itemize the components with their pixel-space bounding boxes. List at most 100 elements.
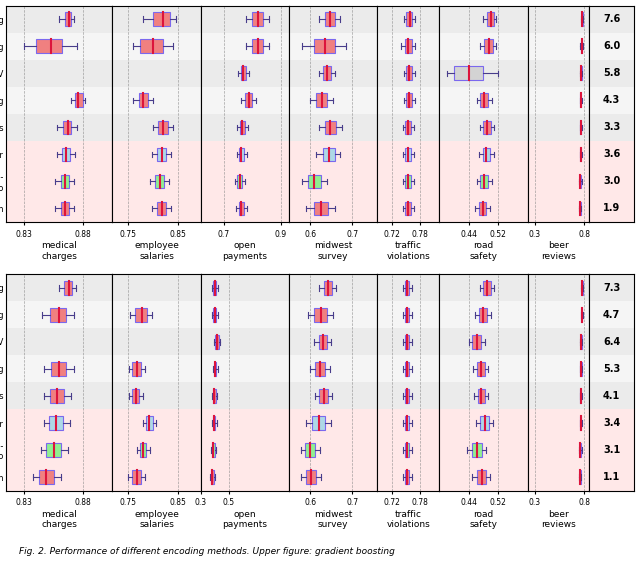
FancyBboxPatch shape <box>315 362 325 376</box>
Bar <box>527 195 589 222</box>
FancyBboxPatch shape <box>405 443 410 457</box>
FancyBboxPatch shape <box>481 416 490 430</box>
FancyBboxPatch shape <box>581 40 582 53</box>
FancyBboxPatch shape <box>477 362 484 376</box>
X-axis label: employee
salaries: employee salaries <box>134 510 179 529</box>
X-axis label: traffic
violations: traffic violations <box>387 510 430 529</box>
FancyBboxPatch shape <box>580 443 581 457</box>
FancyBboxPatch shape <box>406 174 411 188</box>
Bar <box>113 60 201 87</box>
Bar <box>113 275 201 301</box>
FancyBboxPatch shape <box>50 308 67 321</box>
Bar <box>378 195 439 222</box>
FancyBboxPatch shape <box>580 93 582 107</box>
FancyBboxPatch shape <box>580 148 581 161</box>
FancyBboxPatch shape <box>319 335 327 349</box>
Bar <box>439 355 527 383</box>
Text: 4.7: 4.7 <box>603 310 620 320</box>
Bar <box>439 275 527 301</box>
Bar <box>201 6 289 33</box>
Bar <box>6 195 113 222</box>
FancyBboxPatch shape <box>405 416 410 430</box>
Bar <box>378 6 439 33</box>
Text: 1.9: 1.9 <box>603 203 620 213</box>
FancyBboxPatch shape <box>405 362 410 376</box>
Bar <box>6 355 113 383</box>
FancyBboxPatch shape <box>325 121 336 134</box>
FancyBboxPatch shape <box>325 12 335 26</box>
Bar <box>589 6 634 33</box>
Bar <box>527 301 589 328</box>
X-axis label: road
safety: road safety <box>469 241 497 261</box>
Bar <box>6 6 113 33</box>
Bar <box>439 60 527 87</box>
Bar <box>378 87 439 114</box>
Bar <box>378 301 439 328</box>
Bar <box>201 355 289 383</box>
FancyBboxPatch shape <box>140 443 146 457</box>
Bar <box>113 114 201 141</box>
Bar <box>201 114 289 141</box>
Text: 7.6: 7.6 <box>603 14 620 24</box>
X-axis label: medical
charges: medical charges <box>42 510 77 529</box>
Bar <box>289 275 378 301</box>
Bar <box>527 60 589 87</box>
Bar <box>289 60 378 87</box>
Bar <box>6 301 113 328</box>
Bar <box>378 355 439 383</box>
FancyBboxPatch shape <box>308 174 321 188</box>
FancyBboxPatch shape <box>50 389 64 403</box>
Bar <box>378 383 439 409</box>
Bar <box>589 87 634 114</box>
FancyBboxPatch shape <box>239 148 244 161</box>
Bar <box>289 33 378 60</box>
FancyBboxPatch shape <box>479 201 486 215</box>
Bar <box>6 87 113 114</box>
FancyBboxPatch shape <box>477 470 486 484</box>
Bar <box>527 328 589 355</box>
Bar <box>6 383 113 409</box>
Bar <box>527 275 589 301</box>
Bar <box>378 141 439 168</box>
Bar <box>289 436 378 464</box>
Bar <box>378 60 439 87</box>
FancyBboxPatch shape <box>146 416 153 430</box>
FancyBboxPatch shape <box>319 389 328 403</box>
FancyBboxPatch shape <box>47 443 61 457</box>
Bar <box>378 409 439 436</box>
Bar <box>6 114 113 141</box>
X-axis label: traffic
violations: traffic violations <box>387 241 430 261</box>
Text: 6.4: 6.4 <box>603 337 620 347</box>
FancyBboxPatch shape <box>132 362 141 376</box>
FancyBboxPatch shape <box>216 335 219 349</box>
Text: Fig. 2. Performance of different encoding methods. Upper figure: gradient boosti: Fig. 2. Performance of different encodin… <box>19 547 395 555</box>
Text: 5.3: 5.3 <box>603 364 620 374</box>
FancyBboxPatch shape <box>213 281 216 295</box>
Bar <box>113 383 201 409</box>
FancyBboxPatch shape <box>252 12 264 26</box>
FancyBboxPatch shape <box>405 335 410 349</box>
X-axis label: open
payments: open payments <box>223 241 268 261</box>
FancyBboxPatch shape <box>241 66 246 80</box>
FancyBboxPatch shape <box>245 93 252 107</box>
FancyBboxPatch shape <box>40 470 54 484</box>
Bar <box>201 141 289 168</box>
FancyBboxPatch shape <box>49 416 63 430</box>
FancyBboxPatch shape <box>406 12 412 26</box>
FancyBboxPatch shape <box>406 93 412 107</box>
X-axis label: beer
reviews: beer reviews <box>541 510 576 529</box>
FancyBboxPatch shape <box>477 389 484 403</box>
X-axis label: open
payments: open payments <box>223 510 268 529</box>
FancyBboxPatch shape <box>580 201 581 215</box>
Bar <box>527 168 589 195</box>
Bar <box>289 87 378 114</box>
Text: 3.6: 3.6 <box>603 149 620 159</box>
FancyBboxPatch shape <box>213 389 216 403</box>
Bar <box>378 114 439 141</box>
FancyBboxPatch shape <box>153 12 170 26</box>
FancyBboxPatch shape <box>580 66 582 80</box>
Bar <box>289 195 378 222</box>
Bar <box>439 141 527 168</box>
FancyBboxPatch shape <box>580 335 582 349</box>
Bar <box>589 301 634 328</box>
